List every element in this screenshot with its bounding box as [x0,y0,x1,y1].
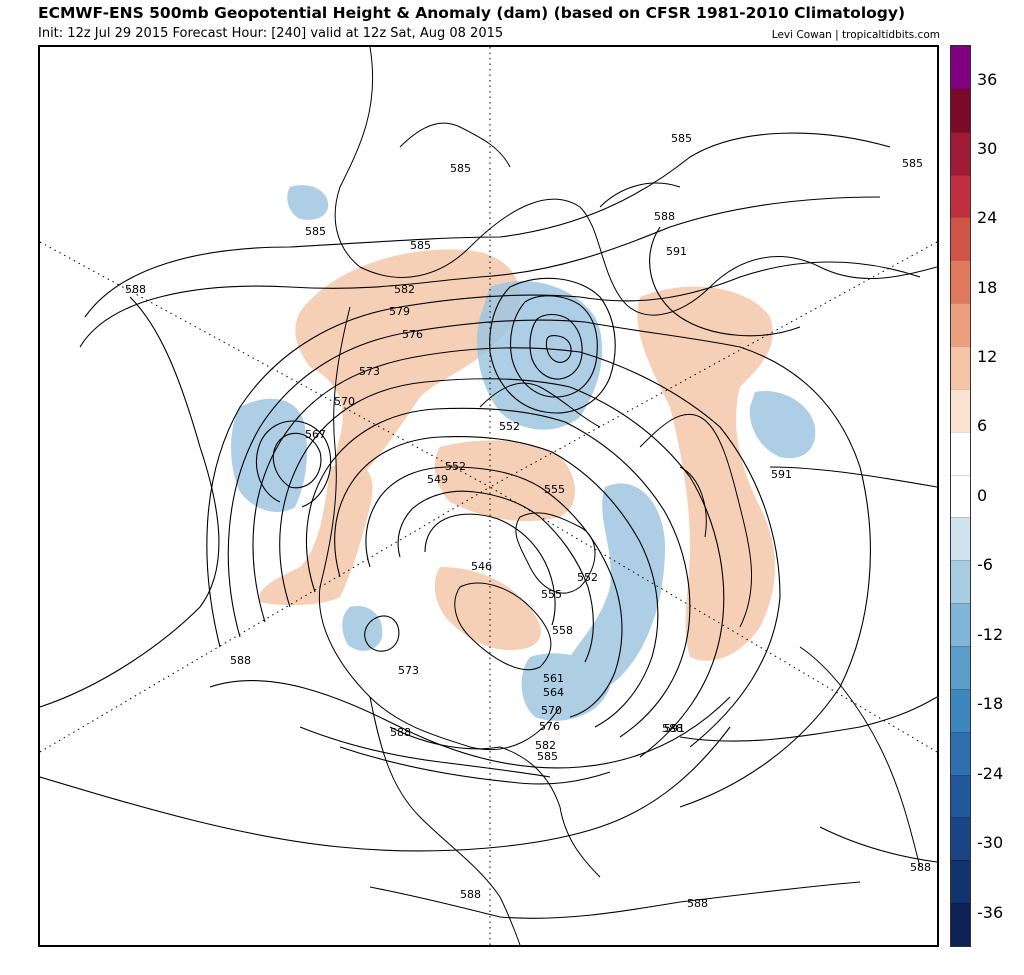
colorbar-cell [951,646,970,689]
contour-label: 558 [552,624,573,637]
contour-label: 588 [230,654,251,667]
contour-label: 567 [305,428,326,441]
contour-label: 588 [390,726,411,739]
colorbar-cell [951,88,970,132]
anomaly-cold-northwest [287,185,329,220]
colorbar-cell [951,174,970,218]
colorbar-cell [951,688,970,732]
contour-label: 588 [460,888,481,901]
colorbar-cell [951,260,970,304]
positive-anomaly-shading [259,249,775,661]
colorbar-cell [951,346,970,389]
contour-label: 582 [535,739,556,752]
contour-label: 588 [687,897,708,910]
colorbar-cell [951,517,970,561]
colorbar-tick-label: -6 [977,555,993,574]
contour-label: 570 [334,395,355,408]
map-canvas: 585 585 588 591 585 585 588 582 579 576 … [40,47,937,945]
contour-label: 555 [541,588,562,601]
contour-label: 582 [394,283,415,296]
anomaly-cold-kara [476,281,603,430]
colorbar-cell [951,903,970,946]
contour-label: 555 [544,483,565,496]
contour-label: 585 [902,157,923,170]
height-contours [40,132,937,919]
contour-label: 585 [671,132,692,145]
contour-label: 585 [450,162,471,175]
contour-label: 576 [539,720,560,733]
anomaly-warm-alaska-canada [295,249,520,480]
colorbar-cell [951,303,970,346]
contour-label: 579 [389,305,410,318]
contour-label: 549 [427,473,448,486]
colorbar-tick-label: -12 [977,625,1004,644]
colorbar-tick-label: 12 [977,347,998,366]
anomaly-cold-hudson-west [342,606,383,651]
contour-label: 573 [359,365,380,378]
colorbar-cell [951,774,970,818]
credit-text: Levi Cowan | tropicaltidbits.com [771,29,940,41]
anomaly-warm-hudson [434,567,541,651]
contour-label: 561 [543,672,564,685]
colorbar-cell [951,817,970,861]
contour-label: 588 [662,722,683,735]
contour-label: 588 [654,210,675,223]
colorbar-cell [951,431,970,475]
contour-label: 576 [402,328,423,341]
anomaly-warm-west-coast [259,463,373,606]
colorbar-cell [951,131,970,175]
contour-label: 552 [499,420,520,433]
colorbar-cell [951,860,970,904]
colorbar-cell [951,474,970,518]
anomaly-cold-urals [749,391,816,459]
colorbar-tick-label: 0 [977,486,988,505]
contour-label: 591 [666,245,687,258]
contour-label: 588 [910,861,931,874]
colorbar-tick-label: -18 [977,694,1004,713]
anomaly-cold-greenland [560,483,665,692]
contour-label: 570 [541,704,562,717]
anomaly-cold-pacific [231,398,307,512]
contour-label: 585 [537,750,558,763]
map-panel: 585 585 588 591 585 585 588 582 579 576 … [38,45,939,947]
colorbar-tick-label: 36 [977,70,998,89]
colorbar-cell [951,603,970,646]
contour-label: 588 [125,283,146,296]
anomaly-warm-arctic [434,440,575,522]
colorbar-tick-label: 18 [977,278,998,297]
colorbar-tick-label: -36 [977,903,1004,922]
colorbar-tick-label: -24 [977,764,1004,783]
contour-label: 564 [543,686,564,699]
contour-label: 585 [305,225,326,238]
anomaly-cold-labrador [521,653,610,721]
map-subtitle: Init: 12z Jul 29 2015 Forecast Hour: [24… [38,26,504,41]
colorbar-cell [951,46,970,89]
lat-lon-grid [40,47,937,945]
contour-label: 552 [577,571,598,584]
contour-label: 591 [664,722,685,735]
colorbar-cell [951,217,970,261]
map-title: ECMWF-ENS 500mb Geopotential Height & An… [38,4,906,22]
contour-label: 585 [410,239,431,252]
colorbar-cell [951,560,970,604]
negative-anomaly-shading [231,185,816,721]
colorbar-cell [951,388,970,432]
colorbar-tick-label: -30 [977,833,1004,852]
colorbar-tick-label: 24 [977,208,998,227]
colorbar-tick-label: 6 [977,416,988,435]
contour-label: 591 [771,468,792,481]
contour-label: 552 [445,460,466,473]
contour-label: 573 [398,664,419,677]
colorbar [950,45,971,947]
contour-label: 546 [471,560,492,573]
contour-labels: 585 585 588 591 585 585 588 582 579 576 … [125,132,931,910]
colorbar-tick-label: 30 [977,139,998,158]
colorbar-cell [951,731,970,775]
anomaly-warm-europe [637,286,775,661]
